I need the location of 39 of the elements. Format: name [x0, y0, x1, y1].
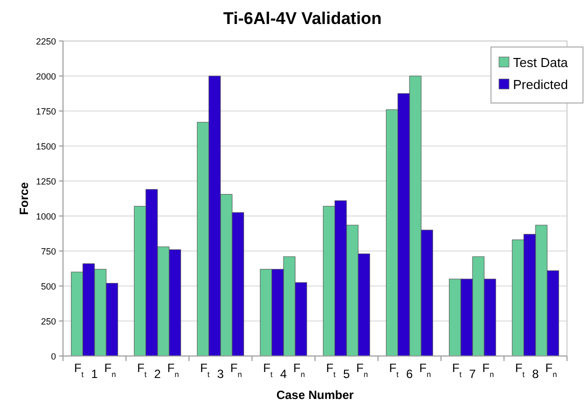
text: 3 [217, 367, 224, 381]
text: 2 [154, 367, 162, 381]
y-axis-title: Force [17, 182, 31, 215]
y-tick-label: 2000 [36, 72, 56, 82]
text: 6 [406, 367, 414, 381]
text: 5 [343, 367, 350, 381]
x-tick-label: F$_{t}$ [389, 361, 400, 378]
x-tick-label: F$_{n}$ [419, 361, 431, 378]
x-tick-label: F$_{t}$ [515, 361, 526, 378]
x-tick-label: F$_{n}$ [167, 361, 179, 378]
x-tick-label: F$_{t}$ [326, 361, 336, 378]
y-tick-label: 1000 [36, 212, 56, 222]
y-tick-label: 0 [50, 352, 56, 362]
y-tick-label: 1750 [36, 106, 56, 116]
x-tick-label: F$_{n}$ [545, 361, 557, 378]
y-tick-label: 250 [40, 316, 56, 326]
y-tick-label: 750 [40, 246, 56, 256]
y-tick-label: 1250 [36, 176, 56, 186]
legend-label: Predicted [513, 77, 568, 92]
text: 1 [91, 367, 98, 381]
x-axis-title: Case Number [276, 388, 354, 402]
x-tick-label: F$_{t}$ [452, 361, 462, 378]
y-tick-label: 500 [40, 282, 56, 292]
y-tick-label: 1500 [36, 142, 56, 152]
x-tick-label: F$_{t}$ [263, 361, 274, 378]
x-tick-label: F$_{n}$ [356, 361, 368, 378]
x-tick-label: F$_{n}$ [482, 361, 494, 378]
x-tick-label: F$_{t}$ [137, 361, 148, 378]
x-tick-label: F$_{n}$ [104, 361, 116, 378]
text: 4 [280, 367, 288, 381]
legend-label: Test Data [513, 55, 569, 70]
text: 7 [469, 367, 476, 381]
x-tick-label: F$_{n}$ [230, 361, 242, 378]
chart-title: Ti-6Al-4V Validation [223, 9, 382, 28]
text: 8 [532, 367, 540, 381]
x-tick-label: F$_{t}$ [74, 361, 84, 378]
x-tick-label: F$_{n}$ [293, 361, 305, 378]
x-tick-label: F$_{t}$ [200, 361, 210, 378]
y-tick-label: 2250 [36, 36, 56, 46]
